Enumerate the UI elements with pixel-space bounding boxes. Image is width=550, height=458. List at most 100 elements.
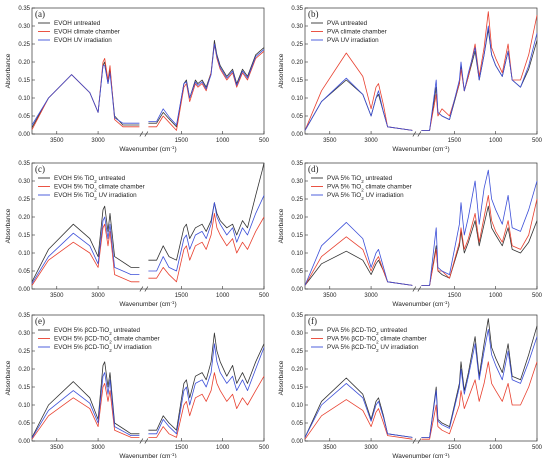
panel-a: 0.00 0.05 0.10 0.15 0.20 0.25 0.30 0.35 3500 3000…	[5, 6, 270, 153]
axis-break-mark	[412, 286, 417, 292]
y-axis-label: Absorbance	[278, 360, 285, 395]
y-tick-label: 0.00	[18, 287, 30, 293]
y-tick-label: 0.25	[18, 42, 30, 48]
y-tick-label: 0.15	[291, 233, 303, 239]
y-tick-label: 0.20	[18, 215, 30, 221]
y-tick-label: 0.30	[18, 331, 30, 337]
legend-label: PVA 5% βCD-TiO2 climate chamber	[327, 336, 427, 345]
legend-label: PVA untreated	[327, 20, 368, 27]
series-line	[31, 372, 140, 439]
axis-break-mark	[417, 438, 422, 444]
legend-label: PVA 5% TiO2 untreated	[327, 175, 393, 184]
series-line	[304, 52, 413, 131]
legend-label: PVA 5% βCD-TiO2 UV irradiation	[327, 344, 419, 353]
x-tick-label: 1000	[489, 138, 503, 144]
x-tick-label: 3000	[91, 445, 105, 451]
x-axis-label: Wavenumber (cm-1)	[119, 145, 176, 154]
x-tick-label: 500	[532, 293, 543, 299]
series-line	[148, 40, 265, 128]
axis-break-mark	[144, 438, 149, 444]
series-line	[421, 318, 538, 438]
x-tick-label: 1000	[216, 138, 230, 144]
x-axis-label: Wavenumber (cm-1)	[392, 145, 449, 154]
legend-label: PVA 5% βCD-TiO2 untreated	[327, 327, 407, 336]
x-tick-label: 3500	[323, 138, 337, 144]
legend-label: EVOH 5% βCD-TiO2 untreated	[54, 327, 141, 336]
x-axis-label: Wavenumber (cm-1)	[392, 300, 449, 309]
panel-label: (e)	[35, 316, 45, 326]
axis-break-mark	[417, 131, 422, 137]
panel-label: (d)	[308, 164, 319, 174]
series-line	[31, 223, 140, 286]
series-line	[148, 195, 265, 272]
panel-label: (c)	[35, 164, 45, 174]
y-tick-label: 0.15	[291, 78, 303, 84]
legend-label: EVOH untreated	[54, 20, 101, 27]
axis-break-mark	[144, 286, 149, 292]
y-tick-label: 0.15	[18, 385, 30, 391]
y-tick-label: 0.25	[291, 42, 303, 48]
x-tick-label: 1500	[175, 293, 189, 299]
series-line	[148, 162, 265, 261]
y-tick-label: 0.30	[291, 24, 303, 30]
series-line	[148, 343, 265, 435]
y-tick-label: 0.20	[291, 60, 303, 66]
plot-frame	[31, 7, 265, 135]
y-axis-label: Absorbance	[278, 53, 285, 88]
x-axis-label: Wavenumber (cm-1)	[119, 452, 176, 458]
legend-label: EVOH 5% βCD-TiO2 UV irradiation	[54, 344, 152, 353]
y-tick-label: 0.35	[291, 6, 303, 12]
y-tick-label: 0.35	[291, 161, 303, 167]
y-tick-label: 0.20	[18, 60, 30, 66]
y-tick-label: 0.10	[291, 96, 303, 102]
series-line	[31, 65, 140, 126]
series-line	[421, 169, 538, 286]
series-line	[304, 79, 413, 131]
y-axis-label: Absorbance	[278, 208, 285, 243]
x-tick-label: 500	[259, 293, 270, 299]
y-tick-label: 0.35	[18, 313, 30, 319]
y-tick-label: 0.05	[18, 269, 30, 275]
y-tick-label: 0.00	[291, 132, 303, 138]
legend-label: EVOH 5% TiO2 UV irradiation	[54, 192, 137, 201]
x-tick-label: 3000	[364, 445, 378, 451]
y-tick-label: 0.25	[291, 197, 303, 203]
panel-d: 0.00 0.05 0.10 0.15 0.20 0.25 0.30 0.35 3500 3000…	[278, 161, 543, 308]
legend-label: PVA climate chamber	[327, 29, 387, 36]
y-tick-label: 0.00	[18, 132, 30, 138]
panel-c: 0.00 0.05 0.10 0.15 0.20 0.25 0.30 0.35 3500 3000…	[5, 161, 270, 308]
y-tick-label: 0.30	[18, 179, 30, 185]
y-tick-label: 0.05	[18, 421, 30, 427]
y-tick-label: 0.20	[18, 367, 30, 373]
y-tick-label: 0.10	[18, 251, 30, 257]
legend-label: EVOH 5% TiO2 untreated	[54, 175, 126, 184]
series-line	[421, 25, 538, 131]
axis-break-mark	[144, 131, 149, 137]
series-line	[31, 361, 140, 438]
series-line	[148, 43, 265, 131]
series-line	[148, 372, 265, 438]
plot-frame	[304, 7, 538, 135]
x-tick-label: 1000	[216, 293, 230, 299]
series-line	[304, 383, 413, 438]
x-tick-label: 1000	[216, 445, 230, 451]
x-tick-label: 1500	[448, 138, 462, 144]
axis-break-mark	[412, 438, 417, 444]
legend-label: EVOH 5% TiO2 climate chamber	[54, 184, 145, 193]
legend-label: EVOH 5% βCD-TiO2 climate chamber	[54, 336, 160, 345]
series-line	[148, 332, 265, 431]
x-axis-label: Wavenumber (cm-1)	[392, 452, 449, 458]
legend-label: PVA 5% TiO2 climate chamber	[327, 184, 412, 193]
x-tick-label: 1000	[489, 445, 503, 451]
y-tick-label: 0.00	[291, 287, 303, 293]
x-tick-label: 3000	[91, 138, 105, 144]
y-tick-label: 0.15	[18, 233, 30, 239]
x-tick-label: 3500	[323, 445, 337, 451]
series-line	[304, 399, 413, 440]
y-tick-label: 0.05	[291, 421, 303, 427]
legend-label: PVA UV irradiation	[327, 37, 379, 44]
series-line	[31, 58, 140, 130]
x-tick-label: 3000	[364, 293, 378, 299]
y-tick-label: 0.25	[18, 349, 30, 355]
